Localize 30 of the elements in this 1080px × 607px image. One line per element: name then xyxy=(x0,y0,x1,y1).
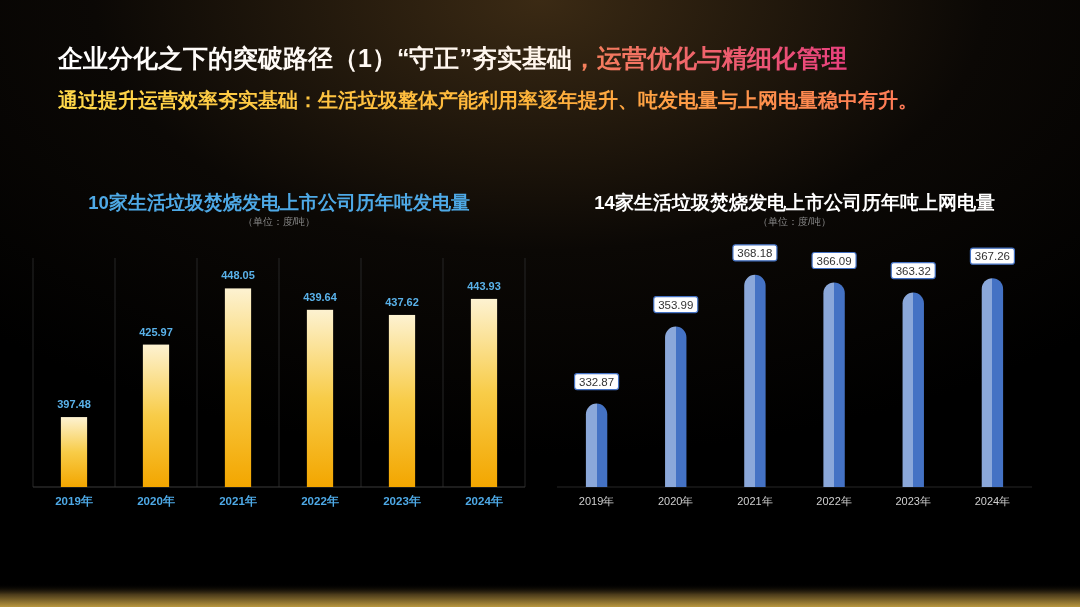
data-label: 367.26 xyxy=(974,250,1011,263)
data-label: 363.32 xyxy=(895,264,931,277)
chart-subtitle: （单位：度/吨） xyxy=(242,216,316,227)
text: 企业分化之下的突破路径（1）“守正”夯实基础，运营优化与精细化管理 xyxy=(57,44,847,72)
x-tick-label: 2023年 xyxy=(383,494,421,507)
chart-subtitle: （单位：度/吨） xyxy=(758,216,831,227)
x-tick-label: 2019年 xyxy=(55,494,93,507)
x-tick-label: 2020年 xyxy=(658,495,694,507)
x-tick-label: 2021年 xyxy=(737,495,773,507)
data-label: 448.05 xyxy=(221,269,255,282)
data-label: 443.93 xyxy=(467,279,501,292)
data-label: 397.48 xyxy=(57,398,91,411)
data-label: 437.62 xyxy=(385,295,419,308)
x-tick-label: 2020年 xyxy=(137,494,175,507)
x-tick-label: 2022年 xyxy=(301,494,339,507)
x-tick-label: 2022年 xyxy=(816,495,852,507)
data-label: 353.99 xyxy=(658,298,694,311)
x-tick-label: 2023年 xyxy=(895,495,931,507)
chart-title: 10家生活垃圾焚烧发电上市公司历年吨发电量 xyxy=(88,192,470,213)
data-label: 332.87 xyxy=(578,375,615,388)
data-label: 368.18 xyxy=(737,247,773,260)
data-label: 366.09 xyxy=(816,254,852,267)
text: 通过提升运营效率夯实基础：生活垃圾整体产能利用率逐年提升、吨发电量与上网电量稳中有升。 xyxy=(57,89,918,111)
x-tick-label: 2019年 xyxy=(578,495,615,507)
x-tick-label: 2021年 xyxy=(219,494,257,507)
x-tick-label: 2024年 xyxy=(465,494,503,507)
data-label: 425.97 xyxy=(139,325,173,338)
data-label: 439.64 xyxy=(303,290,338,303)
x-tick-label: 2024年 xyxy=(974,495,1011,507)
chart-title: 14家生活垃圾焚烧发电上市公司历年吨上网电量 xyxy=(594,192,995,213)
